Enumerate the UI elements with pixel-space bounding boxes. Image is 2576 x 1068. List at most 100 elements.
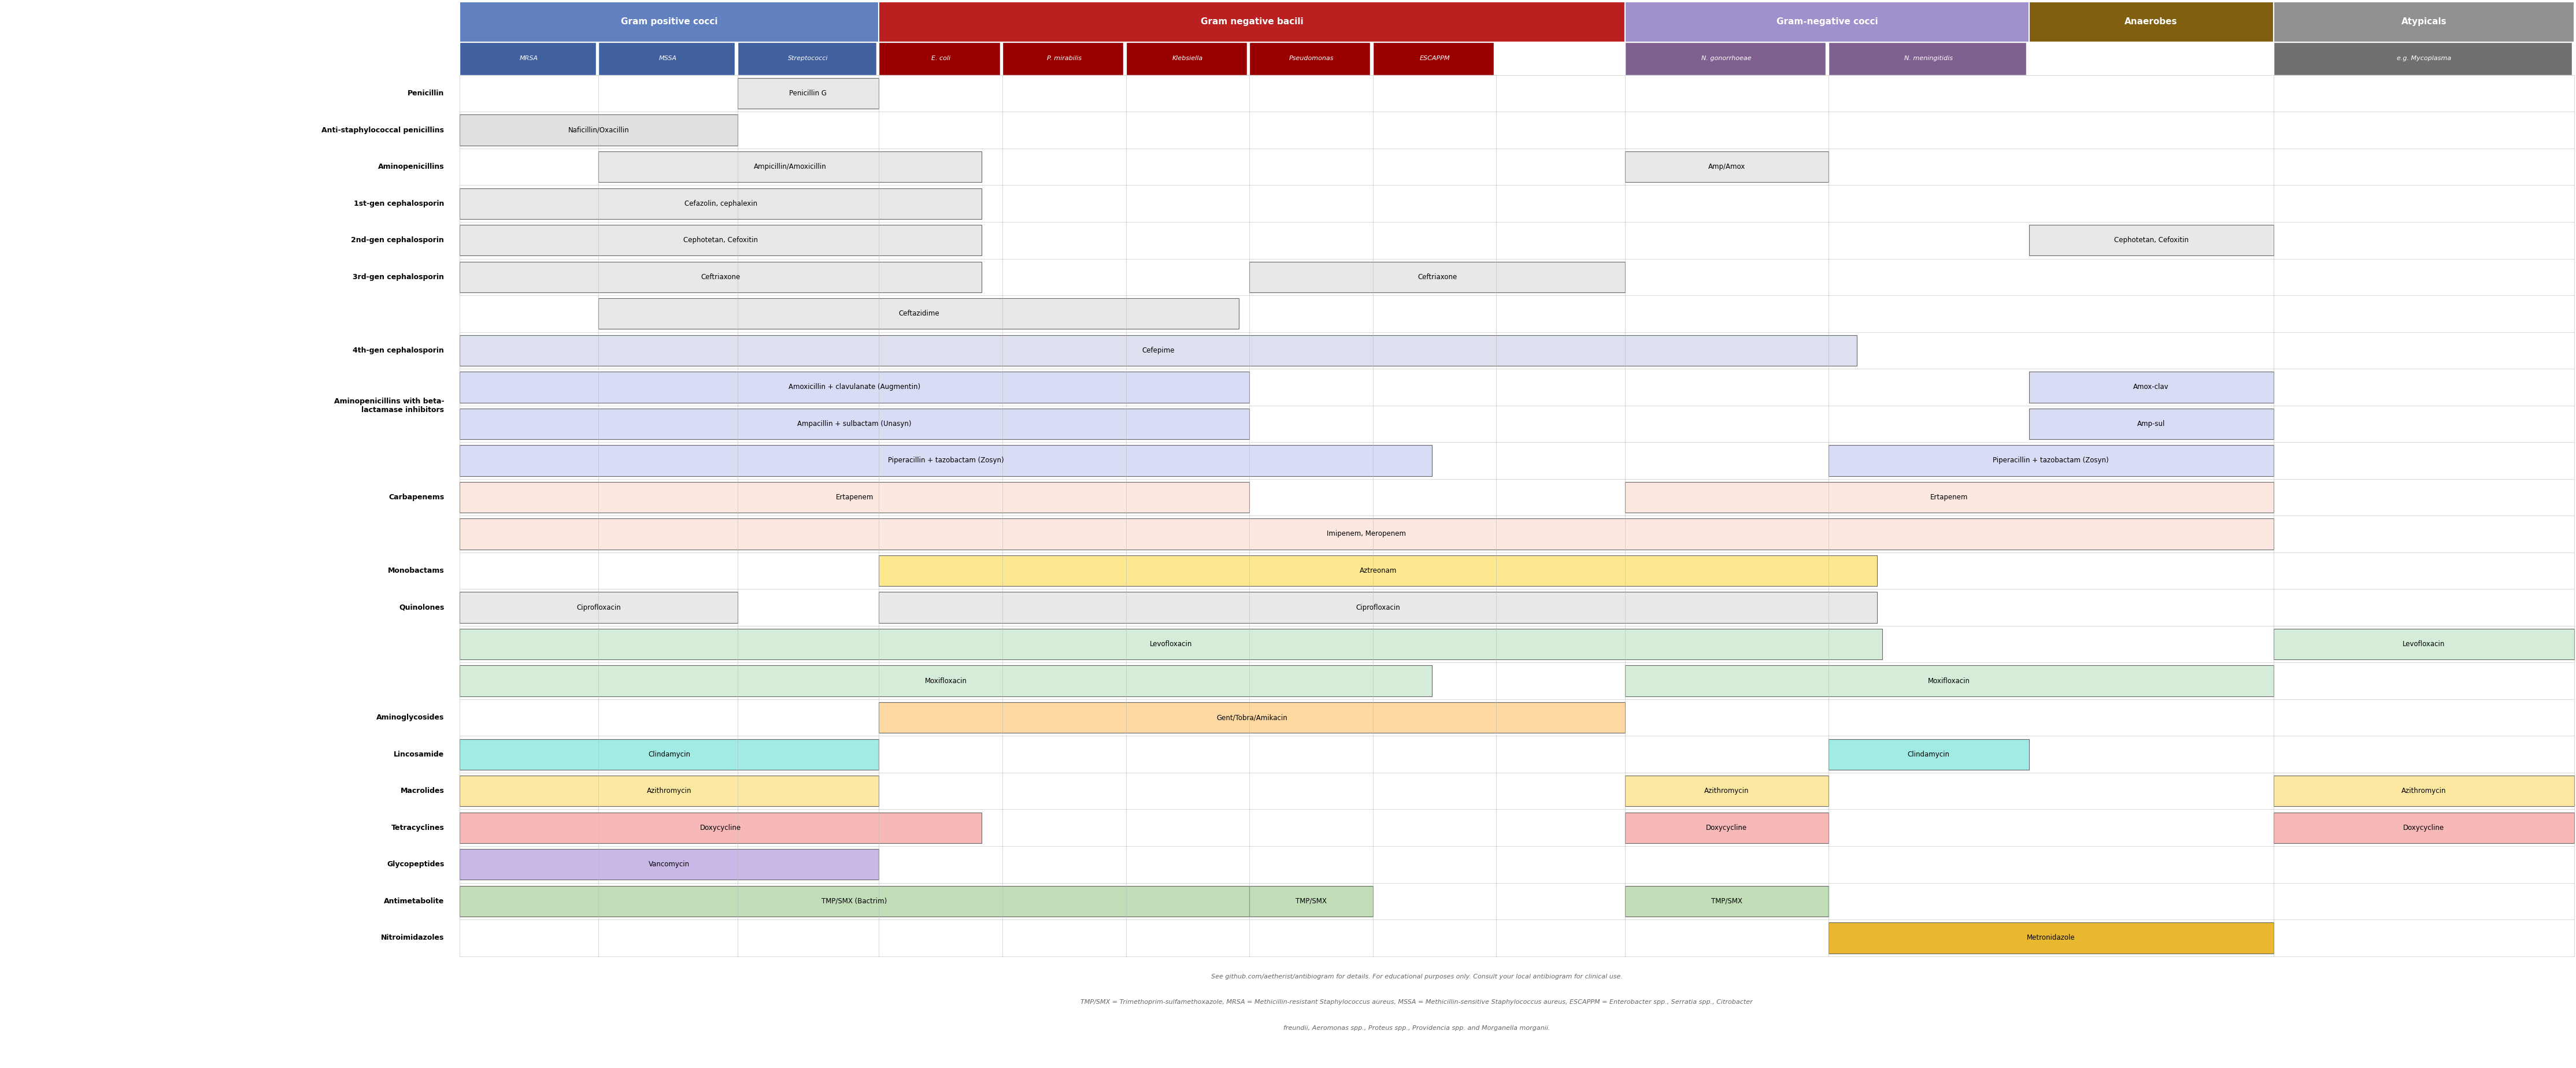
Bar: [878, 42, 999, 75]
Text: TMP/SMX: TMP/SMX: [1710, 897, 1741, 905]
Bar: [459, 813, 981, 843]
Bar: [878, 555, 1878, 586]
Text: Quinolones: Quinolones: [399, 603, 443, 611]
Text: Amox-clav: Amox-clav: [2133, 383, 2169, 391]
Text: Ampicillin/Amoxicillin: Ampicillin/Amoxicillin: [755, 163, 827, 171]
Text: Azithromycin: Azithromycin: [1705, 787, 1749, 795]
Text: Clindamycin: Clindamycin: [1906, 751, 1950, 758]
Bar: [1829, 923, 2275, 954]
Bar: [1373, 42, 1494, 75]
Text: Imipenem, Meropenem: Imipenem, Meropenem: [1327, 530, 1406, 538]
Bar: [459, 849, 878, 880]
Bar: [878, 702, 1625, 733]
Bar: [598, 42, 734, 75]
Text: Azithromycin: Azithromycin: [2401, 787, 2447, 795]
Bar: [459, 2, 878, 42]
Text: Ceftazidime: Ceftazidime: [899, 310, 940, 317]
Text: Gram-negative cocci: Gram-negative cocci: [1777, 17, 1878, 26]
Bar: [459, 335, 1857, 366]
Text: Doxycycline: Doxycycline: [701, 824, 742, 832]
Text: Anti-staphylococcal penicillins: Anti-staphylococcal penicillins: [322, 126, 443, 134]
Text: Gram negative bacili: Gram negative bacili: [1200, 17, 1303, 26]
Text: Moxifloxacin: Moxifloxacin: [925, 677, 966, 685]
Text: Ertapenem: Ertapenem: [1929, 493, 1968, 501]
Bar: [2030, 408, 2275, 439]
Bar: [1625, 2, 2030, 42]
Text: 2nd-gen cephalosporin: 2nd-gen cephalosporin: [350, 236, 443, 244]
Text: Ciprofloxacin: Ciprofloxacin: [577, 603, 621, 611]
Bar: [459, 114, 737, 145]
Text: Amp/Amox: Amp/Amox: [1708, 163, 1744, 171]
Text: Atypicals: Atypicals: [2401, 17, 2447, 26]
Text: Ertapenem: Ertapenem: [835, 493, 873, 501]
Text: ESCAPPM: ESCAPPM: [1419, 56, 1450, 61]
Text: Moxifloxacin: Moxifloxacin: [1927, 677, 1971, 685]
Text: Vancomycin: Vancomycin: [649, 861, 690, 868]
Text: N. meningitidis: N. meningitidis: [1904, 56, 1953, 61]
Bar: [737, 78, 878, 109]
Text: Antimetabolite: Antimetabolite: [384, 897, 443, 905]
Text: Cefepime: Cefepime: [1141, 347, 1175, 355]
Text: Clindamycin: Clindamycin: [649, 751, 690, 758]
Bar: [878, 2, 1625, 42]
Bar: [2275, 775, 2573, 806]
Bar: [2030, 225, 2275, 255]
Text: Azithromycin: Azithromycin: [647, 787, 690, 795]
Bar: [459, 42, 595, 75]
Bar: [2030, 2, 2275, 42]
Text: Ceftriaxone: Ceftriaxone: [701, 273, 739, 281]
Bar: [459, 885, 1249, 916]
Text: Anaerobes: Anaerobes: [2125, 17, 2177, 26]
Text: Doxycycline: Doxycycline: [1705, 824, 1747, 832]
Text: Aminoglycosides: Aminoglycosides: [376, 713, 443, 721]
Text: Cephotetan, Cefoxitin: Cephotetan, Cefoxitin: [683, 236, 757, 244]
Bar: [598, 298, 1239, 329]
Bar: [459, 482, 1249, 513]
Text: Naficillin/Oxacillin: Naficillin/Oxacillin: [567, 126, 629, 134]
Text: Aminopenicillins: Aminopenicillins: [379, 163, 443, 171]
Text: 3rd-gen cephalosporin: 3rd-gen cephalosporin: [353, 273, 443, 281]
Text: e.g. Mycoplasma: e.g. Mycoplasma: [2396, 56, 2452, 61]
Bar: [459, 592, 737, 623]
Bar: [1829, 42, 2027, 75]
Text: Monobactams: Monobactams: [386, 567, 443, 575]
Text: Levofloxacin: Levofloxacin: [2403, 641, 2445, 648]
Text: Nitroimidazoles: Nitroimidazoles: [381, 934, 443, 942]
Bar: [459, 775, 878, 806]
Text: Klebsiella: Klebsiella: [1172, 56, 1203, 61]
Text: Streptococci: Streptococci: [788, 56, 829, 61]
Text: TMP/SMX = Trimethoprim-sulfamethoxazole, MRSA = Methicillin-resistant Staphyloco: TMP/SMX = Trimethoprim-sulfamethoxazole,…: [1079, 1000, 1752, 1005]
Text: 4th-gen cephalosporin: 4th-gen cephalosporin: [353, 347, 443, 355]
Text: Penicillin G: Penicillin G: [788, 90, 827, 97]
Bar: [1625, 152, 1829, 183]
Text: Metronidazole: Metronidazole: [2027, 934, 2076, 942]
Text: Piperacillin + tazobactam (Zosyn): Piperacillin + tazobactam (Zosyn): [1994, 457, 2110, 465]
Bar: [459, 445, 1432, 476]
Text: TMP/SMX: TMP/SMX: [1296, 897, 1327, 905]
Bar: [1249, 42, 1370, 75]
Bar: [459, 519, 2275, 549]
Text: Penicillin: Penicillin: [407, 90, 443, 97]
Text: TMP/SMX (Bactrim): TMP/SMX (Bactrim): [822, 897, 886, 905]
Bar: [1625, 665, 2275, 696]
Text: Macrolides: Macrolides: [399, 787, 443, 795]
Bar: [1625, 885, 1829, 916]
Bar: [2275, 2, 2573, 42]
Text: Pseudomonas: Pseudomonas: [1288, 56, 1334, 61]
Bar: [459, 372, 1249, 403]
Text: Tetracyclines: Tetracyclines: [392, 824, 443, 832]
Bar: [459, 665, 1432, 696]
Text: E. coli: E. coli: [930, 56, 951, 61]
Text: Piperacillin + tazobactam (Zosyn): Piperacillin + tazobactam (Zosyn): [889, 457, 1005, 465]
Text: Cefazolin, cephalexin: Cefazolin, cephalexin: [685, 200, 757, 207]
Bar: [459, 225, 981, 255]
Bar: [1002, 42, 1123, 75]
Bar: [1829, 739, 2030, 770]
Text: Ceftriaxone: Ceftriaxone: [1417, 273, 1458, 281]
Text: See github.com/aetherist/antibiogram for details. For educational purposes only.: See github.com/aetherist/antibiogram for…: [1211, 974, 1623, 979]
Text: Cephotetan, Cefoxitin: Cephotetan, Cefoxitin: [2115, 236, 2190, 244]
Text: freundii, Aeromonas spp., Proteus spp., Providencia spp. and Morganella morganii: freundii, Aeromonas spp., Proteus spp., …: [1283, 1025, 1551, 1031]
Bar: [1126, 42, 1247, 75]
Bar: [1625, 42, 1826, 75]
Text: Amoxicillin + clavulanate (Augmentin): Amoxicillin + clavulanate (Augmentin): [788, 383, 920, 391]
